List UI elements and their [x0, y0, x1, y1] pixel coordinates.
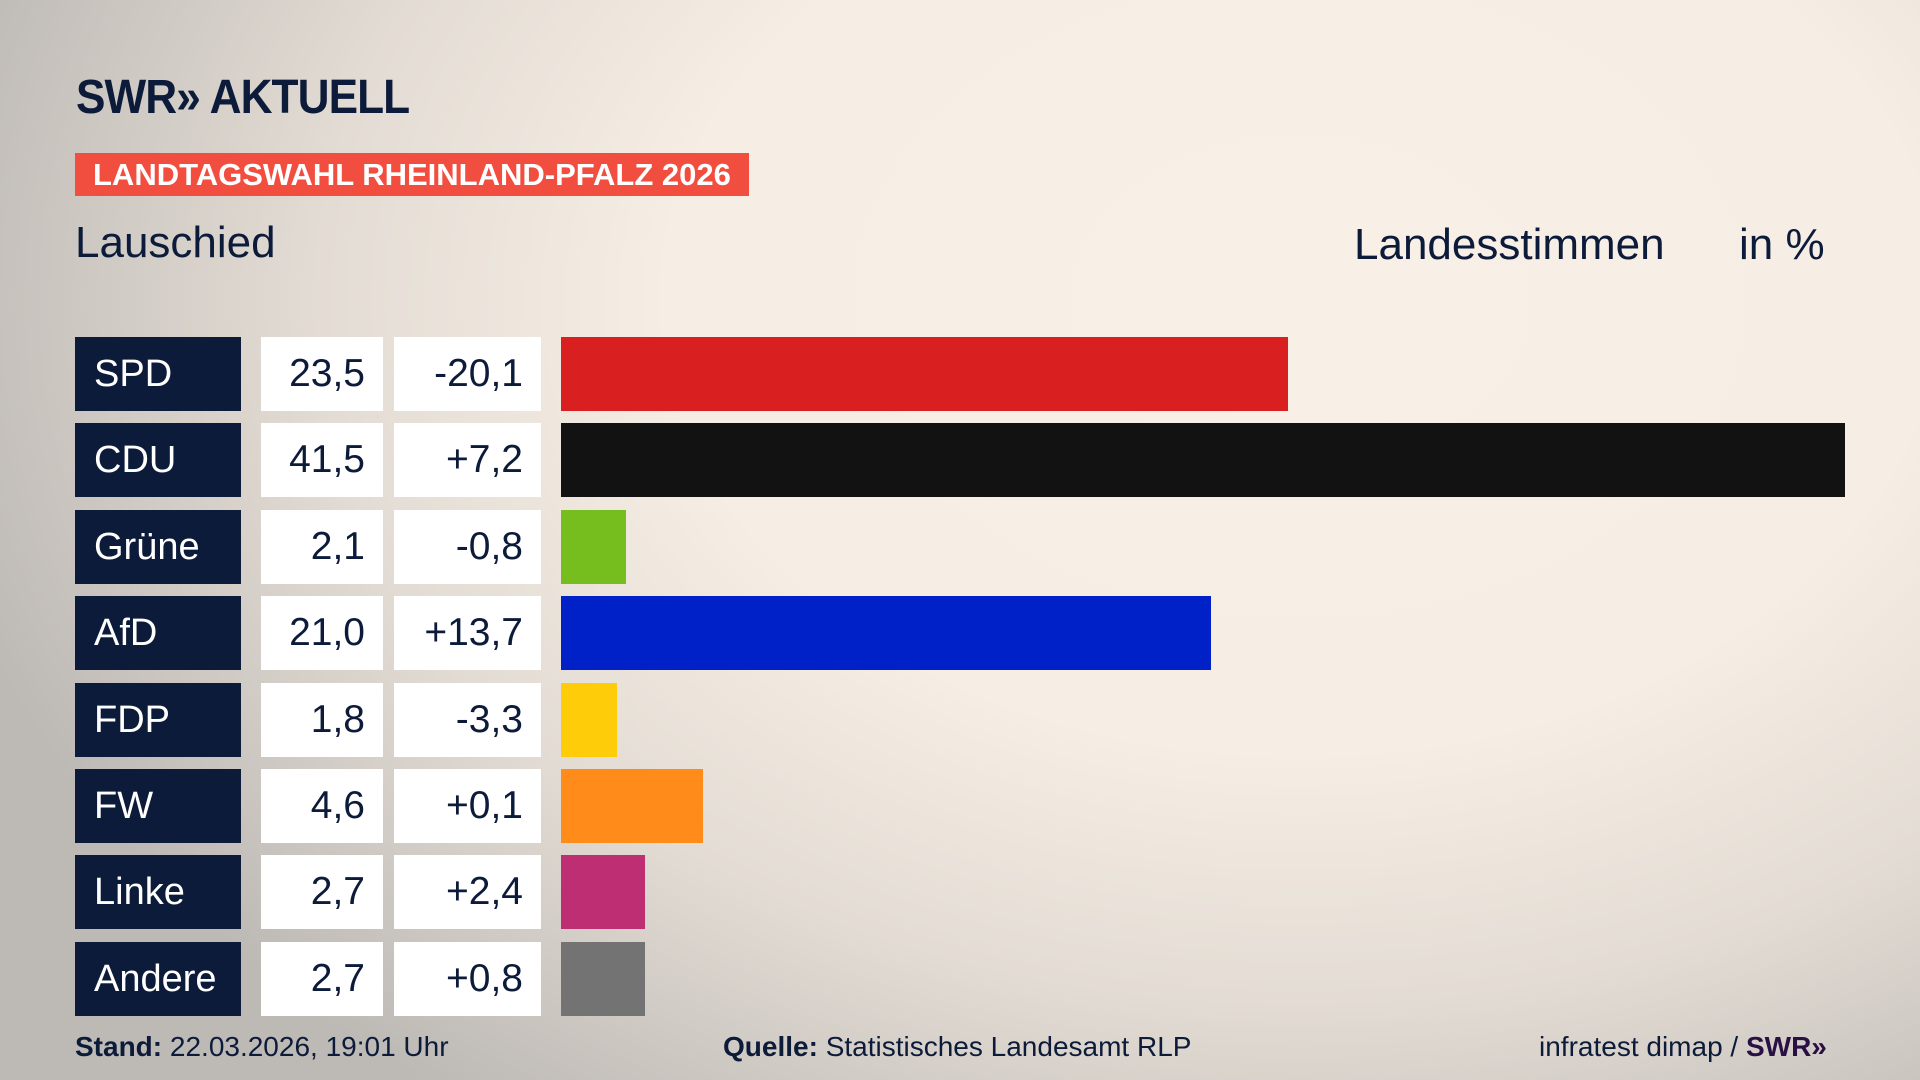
- source-label: Quelle:: [723, 1031, 818, 1062]
- vote-share-label: 1,8: [261, 682, 383, 757]
- vote-share-label: 41,5: [261, 423, 383, 498]
- election-banner: LANDTAGSWAHL RHEINLAND-PFALZ 2026: [75, 153, 749, 196]
- vote-share-label: 2,1: [261, 509, 383, 584]
- stand-value: 22.03.2026, 19:01 Uhr: [162, 1031, 449, 1062]
- source: Quelle: Statistisches Landesamt RLP: [723, 1031, 1191, 1063]
- party-row: Grüne 2,1 -0,8: [0, 509, 1920, 584]
- party-row: SPD 23,5 -20,1: [0, 337, 1920, 411]
- party-label: AfD: [75, 596, 241, 671]
- swr-logo: SWR»: [1745, 1031, 1827, 1062]
- bar-afd: [561, 596, 1211, 671]
- change-label: +0,8: [394, 941, 541, 1016]
- change-label: +13,7: [394, 596, 541, 671]
- stand-label: Stand:: [75, 1031, 163, 1062]
- change-label: +7,2: [394, 423, 541, 498]
- change-label: +0,1: [394, 769, 541, 843]
- party-label: Linke: [75, 855, 241, 930]
- party-row: FDP 1,8 -3,3: [0, 682, 1920, 757]
- vote-share-label: 21,0: [261, 596, 383, 671]
- change-label: +2,4: [394, 855, 541, 930]
- credit-text: infratest dimap /: [1539, 1031, 1746, 1062]
- municipality-title: Lauschied: [75, 218, 276, 267]
- party-row: Linke 2,7 +2,4: [0, 855, 1920, 930]
- bar-andere: [561, 941, 645, 1016]
- swr-aktuell-logo: SWR» AKTUELL: [76, 71, 410, 124]
- vote-share-label: 4,6: [261, 769, 383, 843]
- bar-fdp: [561, 682, 617, 757]
- party-row: CDU 41,5 +7,2: [0, 423, 1920, 498]
- unit-label: in %: [1739, 220, 1825, 269]
- party-label: Andere: [75, 941, 241, 1016]
- bar-fw: [561, 769, 704, 843]
- measure-label: Landesstimmen: [1354, 220, 1665, 269]
- change-label: -0,8: [394, 509, 541, 584]
- change-label: -20,1: [394, 337, 541, 411]
- party-row: AfD 21,0 +13,7: [0, 596, 1920, 671]
- vote-share-label: 2,7: [261, 941, 383, 1016]
- bar-cdu: [561, 423, 1845, 498]
- party-row: Andere 2,7 +0,8: [0, 941, 1920, 1016]
- credit: infratest dimap / SWR»: [1539, 1031, 1827, 1063]
- vote-share-label: 23,5: [261, 337, 383, 411]
- vote-share-label: 2,7: [261, 855, 383, 930]
- timestamp: Stand: 22.03.2026, 19:01 Uhr: [75, 1031, 449, 1063]
- party-label: SPD: [75, 337, 241, 411]
- party-label: CDU: [75, 423, 241, 498]
- party-label: Grüne: [75, 509, 241, 584]
- change-label: -3,3: [394, 682, 541, 757]
- party-label: FDP: [75, 682, 241, 757]
- bar-grüne: [561, 509, 626, 584]
- source-value: Statistisches Landesamt RLP: [817, 1031, 1192, 1062]
- party-label: FW: [75, 769, 241, 843]
- bar-spd: [561, 337, 1289, 411]
- party-row: FW 4,6 +0,1: [0, 769, 1920, 843]
- bar-linke: [561, 855, 645, 930]
